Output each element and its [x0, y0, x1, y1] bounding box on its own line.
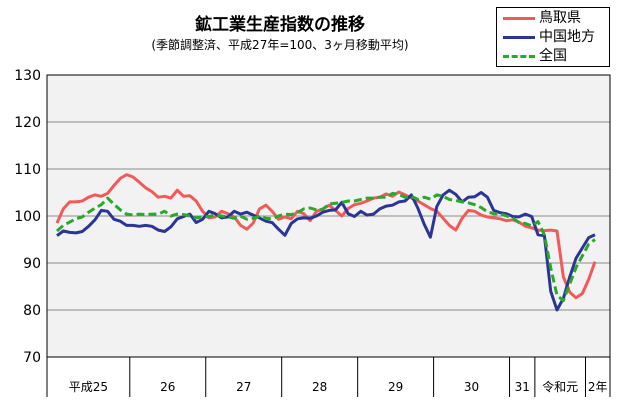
y-tick-label: 70	[23, 350, 41, 366]
series-line-1	[56, 188, 596, 312]
x-year-label: 2年	[588, 380, 608, 394]
x-year-label: 28	[312, 380, 327, 394]
legend-item-national: 全国	[497, 47, 609, 65]
legend-item-chugoku: 中国地方	[497, 28, 609, 46]
plot-border	[46, 74, 611, 358]
x-year-label: 31	[515, 380, 530, 394]
legend-label-chugoku: 中国地方	[539, 29, 595, 45]
chart-title: 鉱工業生産指数の推移	[195, 15, 365, 35]
x-year-label: 29	[388, 380, 403, 394]
y-tick-label: 80	[23, 303, 41, 319]
chart-subtitle: (季節調整済、平成27年=100、3ヶ月移動平均)	[151, 38, 409, 52]
chart-legend: 鳥取県 中国地方 全国	[496, 7, 610, 67]
legend-swatch-national	[503, 55, 535, 58]
y-tick-label: 110	[14, 162, 41, 178]
y-tick-label: 120	[14, 115, 41, 131]
y-tick-label: 100	[14, 209, 41, 225]
y-tick-label: 90	[23, 256, 41, 272]
legend-item-tottori: 鳥取県	[497, 9, 609, 27]
legend-label-national: 全国	[539, 48, 567, 64]
x-year-label: 27	[236, 380, 251, 394]
legend-swatch-chugoku	[503, 36, 535, 39]
y-tick-label: 130	[14, 68, 41, 84]
legend-label-tottori: 鳥取県	[539, 10, 581, 26]
x-year-label: 26	[160, 380, 175, 394]
series-line-2	[56, 191, 596, 303]
legend-swatch-tottori	[503, 17, 535, 20]
x-year-label: 令和元	[542, 379, 578, 394]
x-year-label: 30	[464, 380, 479, 394]
x-year-label: 平成25	[69, 380, 108, 394]
